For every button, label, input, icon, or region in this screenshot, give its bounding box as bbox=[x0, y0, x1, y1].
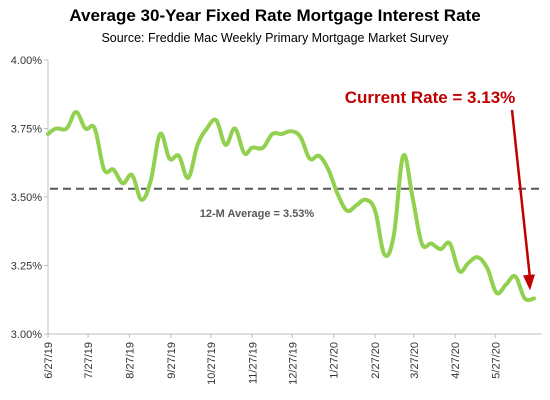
rate-data-point bbox=[458, 270, 460, 272]
y-tick-label: 3.25% bbox=[11, 261, 42, 273]
x-tick-label: 2/27/20 bbox=[370, 342, 382, 379]
x-tick-label: 7/27/19 bbox=[83, 342, 95, 379]
rate-data-point bbox=[299, 136, 301, 138]
x-tick-label: 9/27/19 bbox=[166, 342, 178, 379]
rate-data-point bbox=[346, 210, 348, 212]
rate-data-point bbox=[262, 147, 264, 149]
rate-data-point bbox=[140, 199, 142, 201]
x-tick-label: 11/27/19 bbox=[247, 342, 259, 384]
rate-data-point bbox=[84, 128, 86, 129]
rate-data-point bbox=[290, 130, 292, 132]
rate-data-point bbox=[206, 128, 208, 129]
rate-data-point bbox=[234, 128, 236, 129]
rate-data-point bbox=[393, 234, 395, 236]
rate-data-point bbox=[505, 284, 507, 286]
rate-data-point bbox=[271, 133, 273, 135]
rate-data-point bbox=[66, 128, 68, 129]
rate-data-point bbox=[411, 196, 413, 198]
rate-data-point bbox=[169, 158, 170, 160]
rate-series-line bbox=[46, 110, 536, 303]
x-tick-label: 5/27/20 bbox=[490, 342, 502, 379]
x-tick-label: 12/27/19 bbox=[287, 342, 299, 385]
rate-data-point bbox=[496, 292, 498, 294]
chart-annotations: Current Rate = 3.13% bbox=[345, 88, 535, 291]
y-tick-label: 3.75% bbox=[11, 124, 42, 136]
y-tick-label: 4.00% bbox=[11, 55, 42, 67]
x-tick-label: 1/27/20 bbox=[329, 342, 341, 379]
x-tick-label: 10/27/19 bbox=[206, 342, 218, 385]
current-rate-arrow-shaft bbox=[510, 109, 532, 279]
rate-data-point bbox=[318, 155, 320, 157]
rate-data-point bbox=[112, 169, 114, 171]
current-rate-label: Current Rate = 3.13% bbox=[345, 88, 516, 107]
x-tick-label: 8/27/19 bbox=[124, 342, 136, 379]
y-tick-label: 3.50% bbox=[11, 192, 42, 204]
rate-data-point bbox=[486, 267, 488, 269]
rate-data-point bbox=[477, 256, 479, 258]
x-tick-label: 4/27/20 bbox=[450, 342, 462, 379]
rate-data-point bbox=[178, 155, 180, 157]
rate-data-point bbox=[309, 158, 311, 160]
rate-data-point bbox=[383, 254, 385, 256]
rate-data-point bbox=[150, 180, 152, 182]
rate-data-point bbox=[131, 174, 133, 176]
x-tick-label: 3/27/20 bbox=[409, 342, 421, 379]
rate-data-point bbox=[159, 133, 161, 135]
rate-data-point bbox=[103, 169, 105, 171]
rate-data-point bbox=[94, 128, 96, 129]
current-rate-arrow-head bbox=[522, 274, 535, 291]
x-axis-ticks: 6/27/19 7/27/19 8/27/19 9/27/19 10/27/19 11/2… bbox=[43, 334, 502, 385]
rate-data-point bbox=[421, 243, 423, 245]
y-axis-ticks: 4.00% 3.75% 3.50% 3.25% 3.00% bbox=[11, 55, 48, 341]
rate-data-point bbox=[281, 133, 283, 135]
rate-data-point bbox=[55, 128, 57, 129]
rate-data-point bbox=[440, 248, 442, 250]
rate-data-point bbox=[187, 177, 189, 179]
rate-data-point bbox=[533, 297, 535, 299]
rate-data-point bbox=[243, 152, 245, 154]
series-lines bbox=[46, 110, 536, 303]
rate-data-point bbox=[215, 119, 217, 121]
rate-data-point bbox=[402, 155, 404, 157]
rate-data-point bbox=[225, 144, 227, 146]
rate-data-point bbox=[514, 275, 516, 277]
rate-data-point bbox=[197, 144, 199, 146]
rate-data-point bbox=[524, 297, 526, 299]
chart-subtitle: Source: Freddie Mac Weekly Primary Mortg… bbox=[101, 31, 449, 45]
average-label: 12-M Average = 3.53% bbox=[200, 208, 315, 220]
y-tick-label: 3.00% bbox=[11, 329, 42, 341]
rate-data-point bbox=[75, 111, 77, 113]
average-reference-line: 12-M Average = 3.53% bbox=[50, 187, 542, 220]
rate-data-point bbox=[355, 204, 357, 206]
rate-data-point bbox=[374, 210, 376, 212]
rate-data-point bbox=[47, 133, 49, 135]
rate-data-point bbox=[449, 243, 451, 245]
rate-data-point bbox=[122, 182, 124, 184]
rate-data-point bbox=[430, 243, 432, 245]
chart-title: Average 30-Year Fixed Rate Mortgage Inte… bbox=[69, 6, 481, 25]
rate-data-point bbox=[365, 199, 367, 201]
rate-data-point bbox=[337, 193, 339, 195]
rate-data-point bbox=[251, 147, 253, 149]
rate-data-point bbox=[468, 262, 470, 264]
x-tick-label: 6/27/19 bbox=[43, 342, 55, 379]
rate-data-point bbox=[327, 169, 329, 171]
